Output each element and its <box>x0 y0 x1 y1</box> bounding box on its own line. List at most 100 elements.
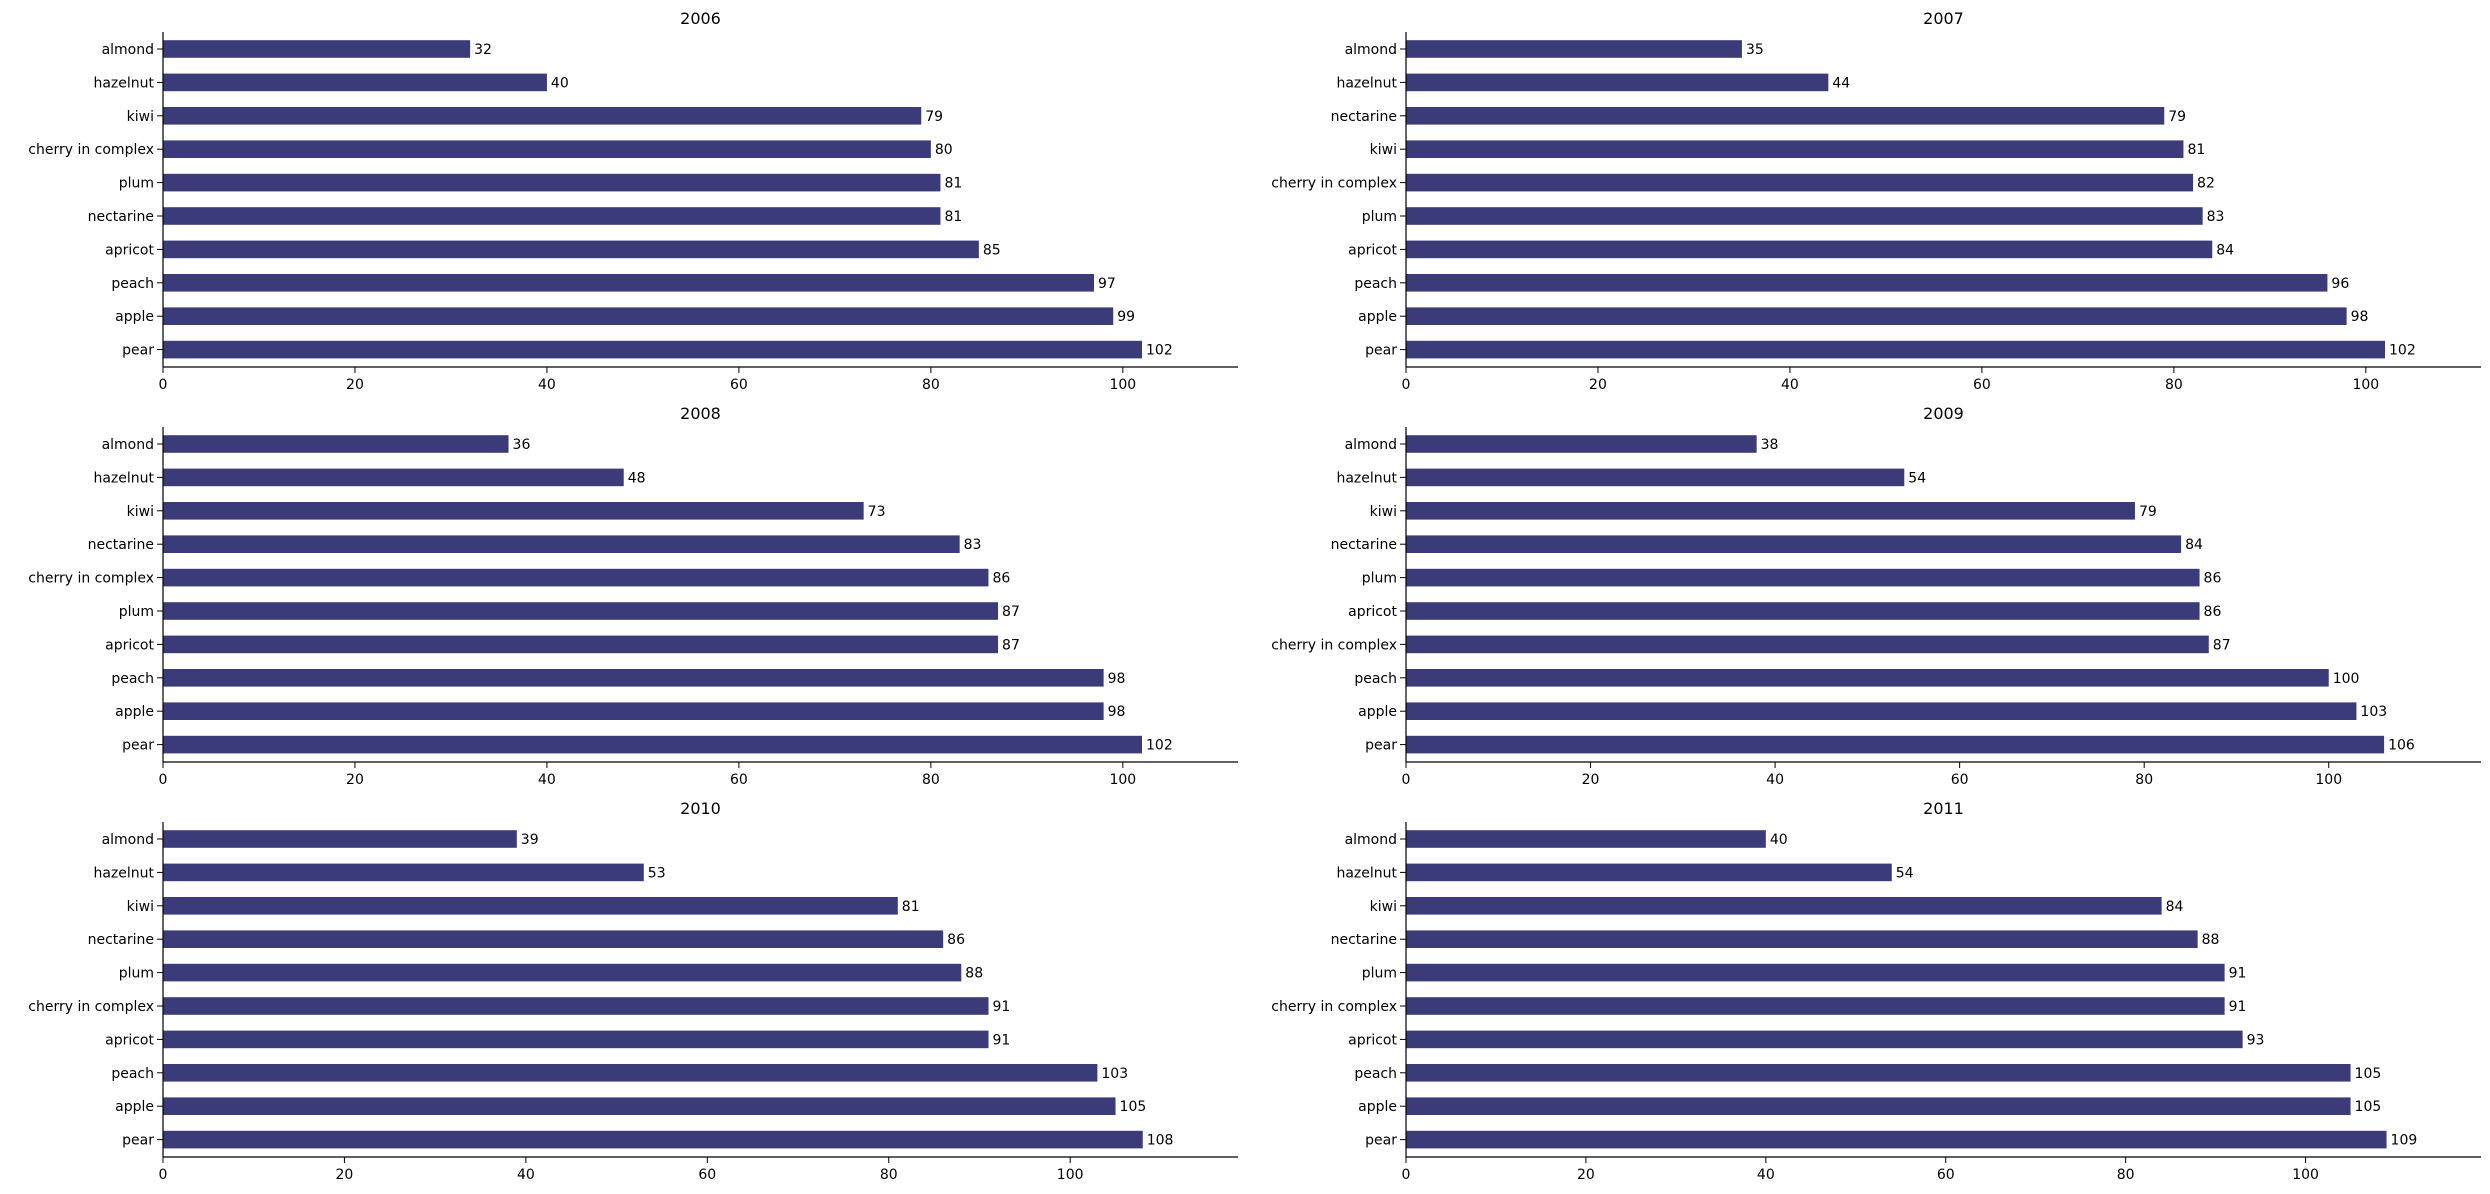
bar <box>1406 307 2347 325</box>
y-tick-label: plum <box>1362 571 1397 587</box>
data-label: 91 <box>2229 966 2247 982</box>
bar <box>163 535 960 553</box>
bar <box>163 468 624 487</box>
x-tick-label: 40 <box>517 1167 535 1183</box>
bar <box>1406 1064 2351 1082</box>
bar <box>163 1130 1143 1149</box>
x-tick-label: 0 <box>159 1167 168 1183</box>
y-tick-label: plum <box>119 176 154 192</box>
data-label: 44 <box>1832 75 1850 91</box>
y-tick-label: plum <box>1362 966 1397 982</box>
x-tick-label: 20 <box>1577 1167 1595 1183</box>
bar <box>1406 140 2184 158</box>
data-label: 105 <box>2355 1066 2382 1082</box>
y-tick-label: cherry in complex <box>1271 999 1397 1015</box>
data-label: 88 <box>2202 932 2220 948</box>
data-label: 81 <box>944 176 962 192</box>
x-tick-label: 20 <box>336 1167 354 1183</box>
y-tick-label: apricot <box>105 242 154 258</box>
y-tick-label: apricot <box>1348 1032 1397 1048</box>
data-label: 108 <box>1147 1133 1174 1149</box>
y-tick-label: hazelnut <box>93 75 154 91</box>
data-label: 86 <box>947 932 965 948</box>
y-tick-label: peach <box>111 1066 154 1082</box>
chart-title: 2011 <box>1923 799 1964 818</box>
bar <box>1406 1097 2351 1115</box>
x-tick-label: 40 <box>1766 772 1784 788</box>
bar <box>163 340 1143 359</box>
y-tick-label: nectarine <box>88 537 154 553</box>
y-tick-label: nectarine <box>1331 109 1397 125</box>
chart-title: 2010 <box>680 799 721 818</box>
y-tick-label: plum <box>1362 209 1397 225</box>
data-label: 86 <box>992 571 1010 587</box>
x-tick-label: 60 <box>1937 1167 1955 1183</box>
chart-title: 2009 <box>1923 404 1964 423</box>
x-tick-label: 20 <box>1589 377 1607 393</box>
bar <box>163 997 989 1015</box>
y-tick-label: kiwi <box>127 899 154 915</box>
y-tick-label: cherry in complex <box>1271 637 1397 653</box>
bar <box>163 107 922 125</box>
y-tick-label: almond <box>102 42 154 58</box>
y-tick-label: nectarine <box>88 209 154 225</box>
y-tick-label: apple <box>115 704 154 720</box>
data-label: 81 <box>902 899 920 915</box>
bar <box>163 1064 1098 1082</box>
bar <box>1406 240 2213 259</box>
x-tick-label: 60 <box>730 772 748 788</box>
x-tick-label: 80 <box>2165 377 2183 393</box>
data-label: 81 <box>2187 142 2205 158</box>
data-label: 98 <box>1108 671 1126 687</box>
bar <box>1406 963 2225 982</box>
bar <box>1406 1030 2243 1049</box>
x-tick-label: 100 <box>1109 377 1136 393</box>
data-label: 102 <box>1146 738 1173 754</box>
y-tick-label: kiwi <box>127 504 154 520</box>
y-tick-label: peach <box>111 276 154 292</box>
bar <box>1406 602 2200 620</box>
chart-panel: 2006 almond 32 hazelnut 40 kiwi 79 cherry in co… <box>28 9 1238 393</box>
bar <box>163 502 864 520</box>
data-label: 99 <box>1117 309 1135 325</box>
chart-title: 2008 <box>680 404 721 423</box>
data-label: 73 <box>868 504 886 520</box>
y-tick-label: cherry in complex <box>28 571 154 587</box>
bar <box>163 240 979 259</box>
data-label: 40 <box>1770 832 1788 848</box>
x-tick-label: 0 <box>1402 1167 1411 1183</box>
data-label: 102 <box>2389 343 2416 359</box>
data-label: 79 <box>2139 504 2157 520</box>
data-label: 38 <box>1761 437 1779 453</box>
bar <box>1406 830 1766 848</box>
y-tick-label: plum <box>119 966 154 982</box>
y-tick-label: kiwi <box>1370 504 1397 520</box>
data-label: 35 <box>1746 42 1764 58</box>
bar <box>1406 340 2386 359</box>
chart-panel: 2010 almond 39 hazelnut 53 kiwi 81 nectarine 86 p… <box>28 799 1238 1183</box>
data-label: 109 <box>2391 1133 2418 1149</box>
y-tick-label: nectarine <box>88 932 154 948</box>
y-tick-label: almond <box>1345 832 1397 848</box>
chart-title: 2006 <box>680 9 721 28</box>
x-tick-label: 100 <box>1057 1167 1084 1183</box>
data-label: 100 <box>2333 671 2360 687</box>
data-label: 96 <box>2331 276 2349 292</box>
bar <box>1406 635 2209 654</box>
y-tick-label: hazelnut <box>93 865 154 881</box>
data-label: 102 <box>1146 343 1173 359</box>
data-label: 39 <box>521 832 539 848</box>
data-label: 84 <box>2185 537 2203 553</box>
chart-title: 2007 <box>1923 9 1964 28</box>
y-tick-label: pear <box>122 343 154 359</box>
chart-panel: 2011 almond 40 hazelnut 54 kiwi 84 nectarine 88 p… <box>1271 799 2481 1183</box>
x-tick-label: 60 <box>730 377 748 393</box>
bar <box>163 635 999 654</box>
data-label: 86 <box>2204 604 2222 620</box>
bar <box>163 930 944 948</box>
y-tick-label: nectarine <box>1331 537 1397 553</box>
y-tick-label: almond <box>1345 42 1397 58</box>
data-label: 54 <box>1896 865 1914 881</box>
y-tick-label: peach <box>1354 276 1397 292</box>
